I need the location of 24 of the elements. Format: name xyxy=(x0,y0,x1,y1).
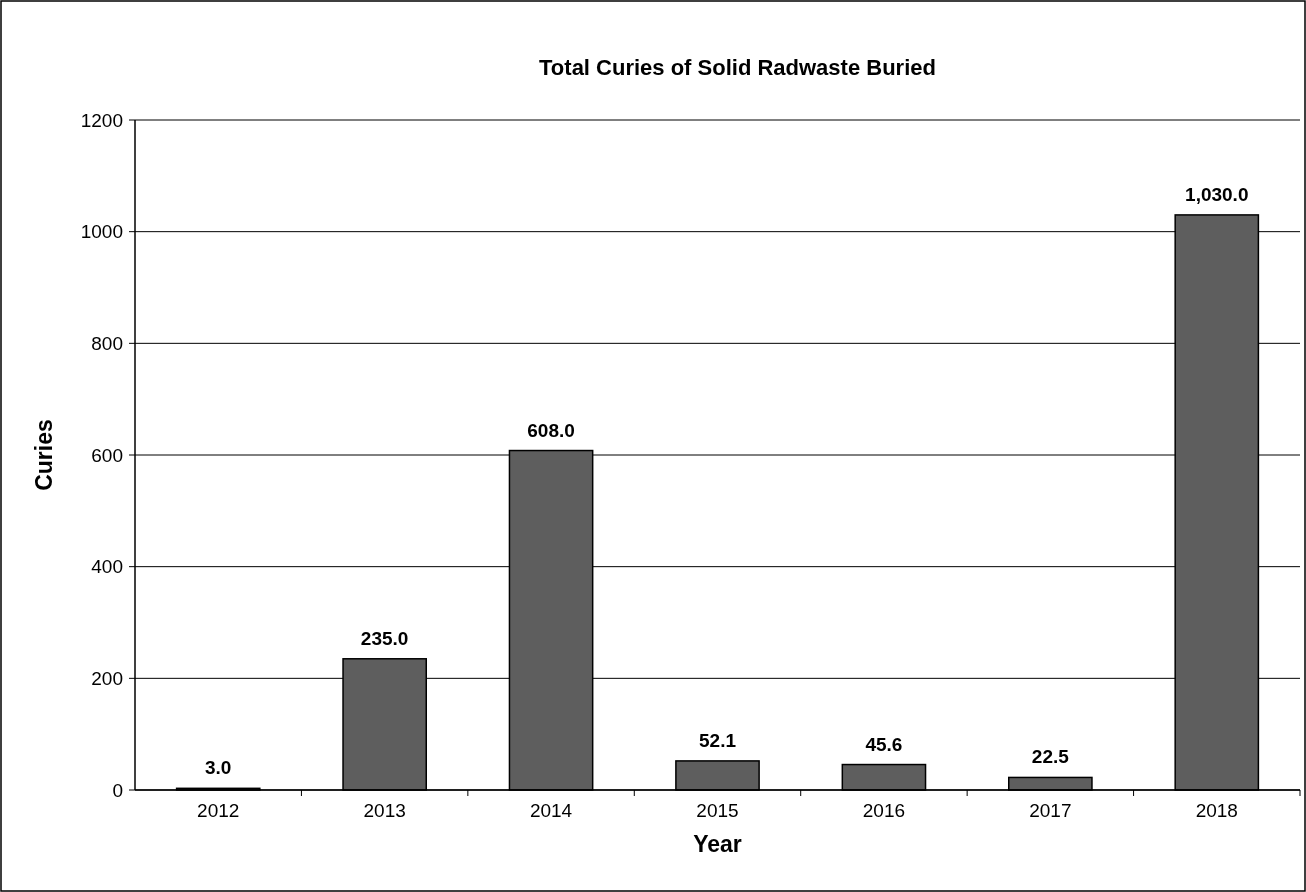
data-label: 3.0 xyxy=(205,757,232,779)
x-tick-label: 2015 xyxy=(696,800,739,821)
x-tick-label: 2013 xyxy=(363,800,406,821)
y-tick-label: 1000 xyxy=(80,221,123,243)
y-tick-label: 800 xyxy=(91,332,123,354)
y-tick-label: 400 xyxy=(91,556,123,578)
data-label: 22.5 xyxy=(1031,746,1070,768)
x-axis-title: Year xyxy=(693,831,742,857)
x-tick-label: 2016 xyxy=(862,800,906,821)
chart-title: Total Curies of Solid Radwaste Buried xyxy=(539,55,936,80)
x-tick-label: 2018 xyxy=(1195,800,1238,821)
data-label: 608.0 xyxy=(527,419,575,441)
data-label: 235.0 xyxy=(360,627,409,649)
y-tick-label: 600 xyxy=(91,444,123,466)
y-tick-label: 0 xyxy=(112,779,123,801)
y-tick-label: 1200 xyxy=(80,109,123,131)
y-tick-label: 200 xyxy=(91,667,123,689)
x-tick-label: 2017 xyxy=(1029,800,1072,821)
x-tick-label: 2014 xyxy=(529,800,573,821)
x-tick-label: 2012 xyxy=(197,800,240,821)
data-label: 1,030.0 xyxy=(1185,183,1249,205)
y-axis-title: Curies xyxy=(31,419,57,491)
data-label: 45.6 xyxy=(865,733,903,755)
data-label: 52.1 xyxy=(699,729,737,751)
